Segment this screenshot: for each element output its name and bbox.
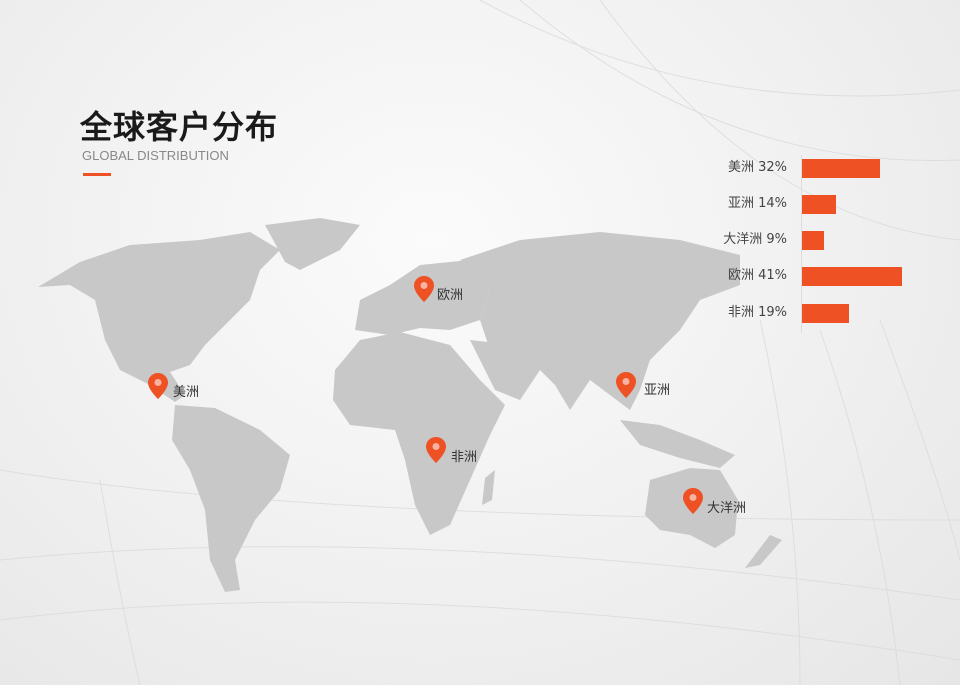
- bar-美洲: [802, 159, 880, 178]
- map-pin-icon[interactable]: [683, 488, 703, 514]
- bar-亚洲: [802, 195, 836, 214]
- bar-label: 欧洲 41%: [727, 268, 787, 283]
- bar-label: 大洋洲 9%: [723, 232, 787, 247]
- greenland: [265, 218, 360, 270]
- marker-label-europe: 欧洲: [437, 288, 464, 303]
- madagascar: [482, 470, 495, 505]
- page-subtitle: GLOBAL DISTRIBUTION: [82, 148, 229, 163]
- middle-east: [470, 340, 540, 400]
- bar-label: 美洲 32%: [727, 160, 787, 175]
- marker-label-asia: 亚洲: [644, 383, 671, 398]
- bar-非洲: [802, 304, 849, 323]
- marker-label-africa: 非洲: [451, 450, 478, 465]
- bar-欧洲: [802, 267, 902, 286]
- marker-label-americas: 美洲: [173, 385, 200, 400]
- africa: [333, 332, 505, 535]
- southeast-islands: [620, 420, 735, 468]
- marker-label-oceania: 大洋洲: [707, 501, 747, 516]
- map-pin-icon[interactable]: [616, 372, 636, 398]
- bar-label: 非洲 19%: [727, 305, 787, 320]
- map-pin-icon[interactable]: [426, 437, 446, 463]
- chart-axis-line: [801, 155, 802, 333]
- new-zealand: [745, 535, 782, 568]
- north-america: [38, 232, 280, 402]
- map-pin-icon[interactable]: [148, 373, 168, 399]
- south-america: [172, 405, 290, 592]
- map-pin-icon[interactable]: [414, 276, 434, 302]
- title-accent-line: [83, 173, 111, 176]
- bar-label: 亚洲 14%: [727, 196, 787, 211]
- bar-大洋洲: [802, 231, 824, 250]
- page-title: 全球客户分布: [80, 108, 279, 146]
